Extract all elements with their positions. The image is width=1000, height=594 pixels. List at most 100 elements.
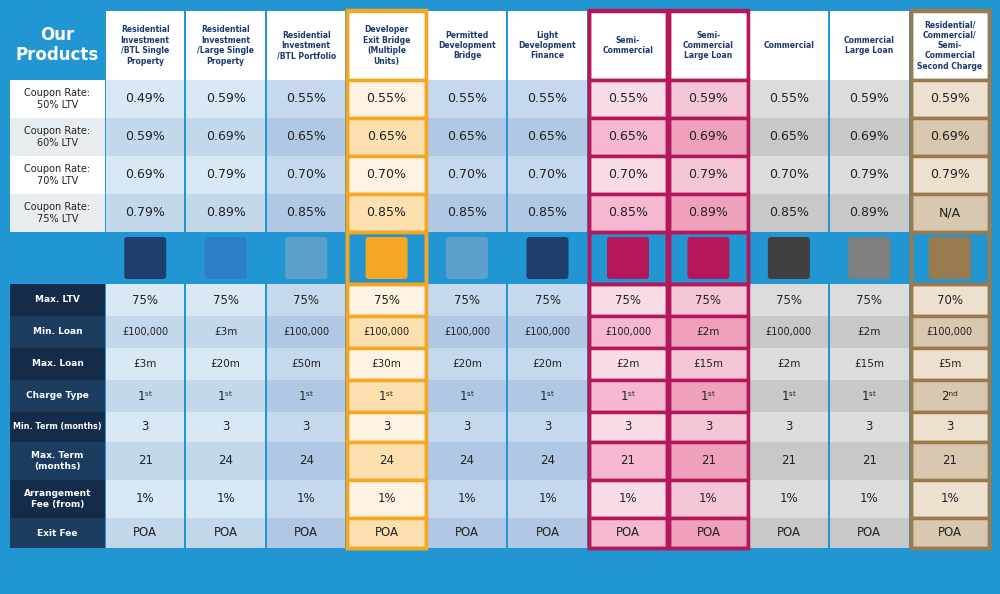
Bar bbox=[589, 194, 667, 232]
Text: Semi-
Commercial: Semi- Commercial bbox=[603, 36, 653, 55]
Text: 0.59%: 0.59% bbox=[849, 93, 889, 106]
FancyBboxPatch shape bbox=[205, 237, 247, 279]
Bar bbox=[911, 232, 989, 284]
Text: £5m: £5m bbox=[938, 359, 961, 369]
Text: Coupon Rate:
60% LTV: Coupon Rate: 60% LTV bbox=[24, 126, 91, 148]
Text: 1ˢᵗ: 1ˢᵗ bbox=[540, 390, 555, 403]
Text: 24: 24 bbox=[540, 454, 555, 467]
FancyBboxPatch shape bbox=[768, 237, 810, 279]
FancyBboxPatch shape bbox=[446, 237, 488, 279]
Bar bbox=[750, 380, 828, 412]
Bar bbox=[669, 442, 748, 480]
Text: 3: 3 bbox=[302, 421, 310, 434]
Bar bbox=[589, 80, 667, 118]
Bar bbox=[347, 380, 426, 412]
Bar bbox=[106, 156, 184, 194]
Text: £2m: £2m bbox=[777, 359, 801, 369]
Text: Coupon Rate:
75% LTV: Coupon Rate: 75% LTV bbox=[24, 202, 91, 224]
Text: 0.55%: 0.55% bbox=[447, 93, 487, 106]
Text: 1%: 1% bbox=[538, 492, 557, 505]
Bar bbox=[508, 156, 587, 194]
Bar bbox=[347, 232, 426, 284]
Text: 24: 24 bbox=[299, 454, 314, 467]
Text: Commercial: Commercial bbox=[763, 41, 814, 50]
Bar bbox=[10, 316, 105, 348]
Bar bbox=[428, 412, 506, 442]
Bar bbox=[508, 194, 587, 232]
Bar bbox=[347, 284, 426, 316]
Text: 1ˢᵗ: 1ˢᵗ bbox=[218, 390, 233, 403]
Bar bbox=[589, 380, 667, 412]
Bar bbox=[911, 518, 989, 548]
Bar bbox=[508, 11, 587, 80]
Text: 1ˢᵗ: 1ˢᵗ bbox=[298, 390, 314, 403]
Text: 1ˢᵗ: 1ˢᵗ bbox=[701, 390, 716, 403]
Bar bbox=[830, 480, 909, 518]
Text: Max. Term
(months): Max. Term (months) bbox=[31, 451, 84, 470]
Bar bbox=[911, 11, 989, 80]
Text: 1ˢᵗ: 1ˢᵗ bbox=[459, 390, 475, 403]
Bar bbox=[186, 284, 265, 316]
Bar bbox=[106, 194, 184, 232]
Bar bbox=[589, 232, 667, 284]
Text: 75%: 75% bbox=[132, 293, 158, 307]
Bar bbox=[589, 480, 667, 518]
Bar bbox=[830, 412, 909, 442]
Text: 0.69%: 0.69% bbox=[849, 131, 889, 144]
Text: 0.69%: 0.69% bbox=[125, 169, 165, 182]
Bar bbox=[10, 284, 105, 316]
Bar bbox=[106, 480, 184, 518]
Text: Min. Term (months): Min. Term (months) bbox=[13, 422, 102, 431]
Bar bbox=[267, 412, 345, 442]
Bar bbox=[750, 156, 828, 194]
Text: 75%: 75% bbox=[695, 293, 721, 307]
Bar bbox=[669, 284, 748, 316]
Bar bbox=[186, 412, 265, 442]
Text: £30m: £30m bbox=[372, 359, 402, 369]
Bar bbox=[508, 380, 587, 412]
Text: 0.85%: 0.85% bbox=[286, 207, 326, 220]
Text: Charge Type: Charge Type bbox=[26, 391, 89, 400]
FancyBboxPatch shape bbox=[848, 237, 890, 279]
Text: 1ˢᵗ: 1ˢᵗ bbox=[781, 390, 797, 403]
Text: POA: POA bbox=[536, 526, 560, 539]
Bar bbox=[267, 80, 345, 118]
Bar bbox=[267, 442, 345, 480]
Text: 0.70%: 0.70% bbox=[769, 169, 809, 182]
Text: 21: 21 bbox=[701, 454, 716, 467]
Bar bbox=[669, 11, 748, 80]
Bar bbox=[347, 118, 426, 156]
Bar bbox=[750, 80, 828, 118]
Text: Developer
Exit Bridge
(Multiple
Units): Developer Exit Bridge (Multiple Units) bbox=[363, 26, 410, 65]
Bar bbox=[830, 316, 909, 348]
Text: 3: 3 bbox=[946, 421, 953, 434]
Text: 1ˢᵗ: 1ˢᵗ bbox=[620, 390, 636, 403]
Bar bbox=[750, 348, 828, 380]
Bar bbox=[911, 480, 989, 518]
Bar bbox=[10, 518, 105, 548]
Bar bbox=[669, 80, 748, 118]
Text: 0.79%: 0.79% bbox=[206, 169, 246, 182]
Bar bbox=[830, 118, 909, 156]
Text: 0.69%: 0.69% bbox=[206, 131, 246, 144]
Bar bbox=[669, 194, 748, 232]
Text: 3: 3 bbox=[866, 421, 873, 434]
Text: 0.49%: 0.49% bbox=[125, 93, 165, 106]
Bar bbox=[428, 118, 506, 156]
Text: Commercial
Large Loan: Commercial Large Loan bbox=[844, 36, 895, 55]
Text: £50m: £50m bbox=[291, 359, 321, 369]
Text: POA: POA bbox=[294, 526, 318, 539]
Bar bbox=[428, 380, 506, 412]
Bar bbox=[267, 380, 345, 412]
Text: 1%: 1% bbox=[619, 492, 637, 505]
FancyBboxPatch shape bbox=[366, 237, 408, 279]
Bar bbox=[669, 316, 748, 348]
Text: 3: 3 bbox=[544, 421, 551, 434]
FancyBboxPatch shape bbox=[285, 237, 327, 279]
Bar bbox=[347, 156, 426, 194]
Text: 0.89%: 0.89% bbox=[688, 207, 728, 220]
Text: POA: POA bbox=[214, 526, 238, 539]
Text: 0.59%: 0.59% bbox=[125, 131, 165, 144]
Bar bbox=[267, 284, 345, 316]
Bar bbox=[508, 118, 587, 156]
